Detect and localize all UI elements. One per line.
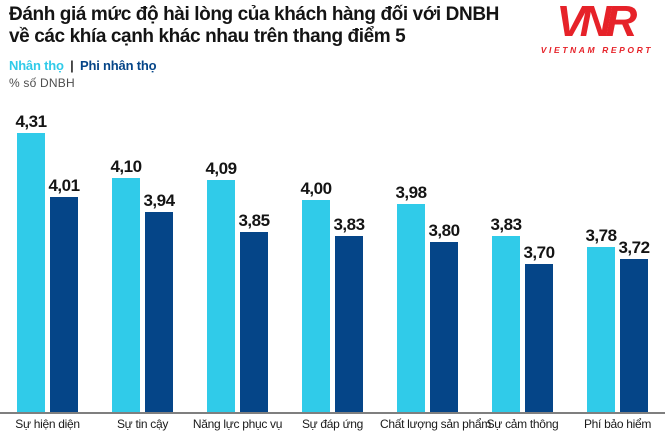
bar-value-label-nonlife-2: 3,94: [143, 191, 175, 210]
bar-value-label-nonlife-6: 3,70: [523, 243, 555, 262]
category-label-1: Sự hiện diện: [15, 417, 80, 431]
vnr-logo-icon: VNR: [556, 0, 637, 46]
bar-life-1: 4,31: [15, 112, 47, 413]
bar-group-1: 4,31 4,01: [0, 112, 95, 413]
bar-nonlife-4: 3,83: [333, 215, 365, 413]
bar-nonlife-6: 3,70: [523, 243, 555, 413]
vietnam-report-logo: VNR VIETNAM REPORT: [541, 0, 653, 55]
bar-value-label-life-1: 4,31: [15, 112, 47, 131]
legend-item-nonlife: Phi nhân thọ: [80, 58, 157, 73]
bar-value-label-life-5: 3,98: [395, 183, 427, 202]
bar-value-label-life-3: 4,09: [205, 159, 237, 178]
bar-group-5: 3,98 3,80: [380, 183, 475, 413]
legend: Nhân thọ | Phi nhân thọ: [9, 58, 157, 73]
bar-nonlife-5: 3,80: [428, 221, 460, 413]
legend-separator: |: [70, 58, 74, 73]
bar-group-6: 3,83 3,70: [475, 215, 570, 413]
bar-value-label-life-2: 4,10: [110, 157, 142, 176]
bar-value-label-nonlife-7: 3,72: [618, 238, 650, 257]
bar-group-4: 4,00 3,83: [285, 179, 380, 413]
bar-life-7: 3,78: [585, 226, 617, 413]
chart-title-line1: Đánh giá mức độ hài lòng của khách hàng …: [9, 4, 499, 25]
x-axis-category-labels: Sự hiện diện Sự tin cậy Năng lực phục vụ Sự…: [0, 417, 665, 431]
bar-life-2: 4,10: [110, 157, 142, 413]
category-label-5: Chất lượng sản phẩm: [380, 417, 491, 431]
category-label-2: Sự tin cậy: [116, 417, 169, 431]
bar-value-label-nonlife-1: 4,01: [48, 176, 80, 195]
bar-nonlife-1: 4,01: [48, 176, 80, 413]
chart-title-line2: về các khía cạnh khác nhau trên thang đi…: [9, 26, 406, 48]
chart-title: Đánh giá mức độ hài lòng của khách hàng …: [9, 4, 499, 49]
category-label-7: Phí bảo hiểm: [583, 417, 652, 431]
bar-nonlife-3: 3,85: [238, 211, 270, 413]
category-label-4: Sự đáp ứng: [301, 417, 364, 431]
x-axis-line: [0, 412, 665, 414]
bar-value-label-life-4: 4,00: [300, 179, 332, 198]
bar-group-3: 4,09 3,85: [190, 159, 285, 413]
y-axis-label: % số DNBH: [9, 76, 75, 90]
bar-value-label-nonlife-5: 3,80: [428, 221, 460, 240]
bar-value-label-life-6: 3,83: [490, 215, 522, 234]
bar-nonlife-7: 3,72: [618, 238, 650, 413]
bar-group-2: 4,10 3,94: [95, 157, 190, 413]
category-label-3: Năng lực phục vụ: [192, 417, 283, 431]
bar-value-label-nonlife-4: 3,83: [333, 215, 365, 234]
category-label-6: Sự cảm thông: [486, 417, 559, 431]
bar-plot-area: 4,31 4,01 4,10 3,94 4,09 3,85 4,00 3,83 3,98 3,80…: [0, 110, 665, 413]
bar-life-5: 3,98: [395, 183, 427, 413]
bar-life-6: 3,83: [490, 215, 522, 413]
bar-value-label-life-7: 3,78: [585, 226, 617, 245]
bar-value-label-nonlife-3: 3,85: [238, 211, 270, 230]
bar-life-4: 4,00: [300, 179, 332, 413]
legend-item-life: Nhân thọ: [9, 58, 64, 73]
bar-life-3: 4,09: [205, 159, 237, 413]
bar-nonlife-2: 3,94: [143, 191, 175, 413]
vnr-logo-caption: VIETNAM REPORT: [540, 45, 653, 55]
bar-group-7: 3,78 3,72: [570, 226, 665, 413]
